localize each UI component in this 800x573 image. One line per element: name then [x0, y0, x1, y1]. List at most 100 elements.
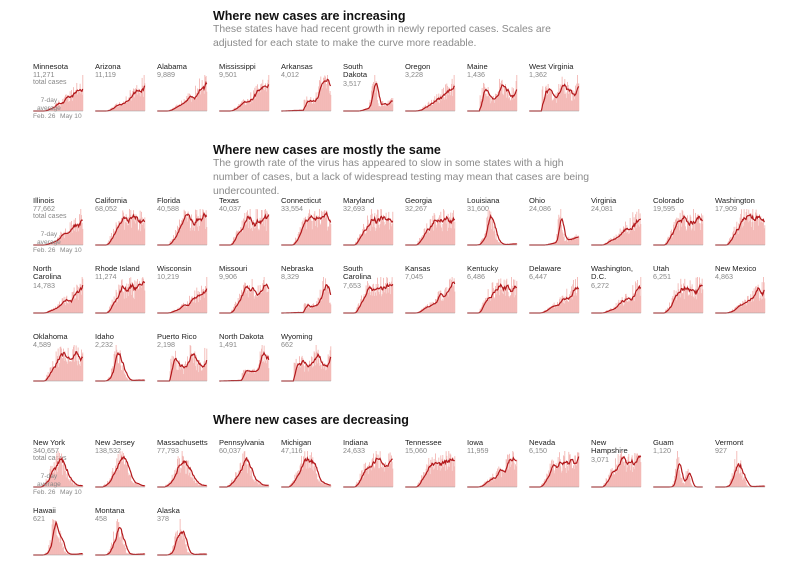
daily-bar [491, 229, 492, 245]
daily-bar [240, 294, 242, 313]
case-count: 14,783 [33, 280, 55, 290]
daily-bar [200, 215, 202, 245]
daily-bar [448, 227, 450, 245]
daily-bar [626, 459, 628, 487]
case-count: 458 [95, 514, 107, 524]
daily-bar [381, 217, 383, 245]
daily-bar [131, 481, 133, 487]
daily-bar [68, 357, 70, 381]
daily-bar [110, 478, 112, 487]
daily-bar [53, 106, 54, 111]
daily-bar [263, 361, 264, 381]
daily-bar [485, 298, 486, 313]
daily-bar [449, 91, 451, 111]
daily-bar [487, 479, 488, 487]
daily-bar [687, 471, 688, 487]
daily-bar [577, 75, 578, 111]
daily-bar [564, 303, 566, 313]
daily-bar [67, 231, 69, 245]
daily-bar [325, 370, 326, 381]
daily-bar [128, 224, 130, 245]
case-count: 340,657 [33, 446, 59, 456]
daily-bar [316, 351, 318, 381]
daily-bar [499, 86, 501, 111]
daily-bar [243, 466, 244, 487]
case-count: 11,119 [95, 70, 116, 80]
daily-bar [173, 359, 175, 381]
daily-bar [79, 83, 81, 111]
daily-bar [181, 468, 182, 487]
daily-bar [187, 360, 189, 381]
daily-bar [191, 472, 193, 487]
daily-bar [510, 99, 512, 111]
daily-bar [495, 234, 497, 245]
daily-bar [144, 553, 146, 555]
daily-bar [640, 224, 642, 245]
daily-bar [302, 220, 304, 245]
case-count: 6,150 [529, 446, 547, 456]
daily-bar [61, 102, 62, 111]
daily-bar [265, 485, 267, 487]
daily-bar [59, 304, 61, 313]
daily-bar [367, 283, 369, 313]
daily-bar [501, 244, 503, 245]
daily-bar [451, 78, 453, 111]
daily-bar [696, 216, 698, 245]
daily-bar [493, 480, 495, 487]
daily-bar [554, 94, 556, 111]
daily-bar [452, 285, 454, 313]
x-axis-end-label: May 10 [60, 113, 82, 120]
daily-bar [616, 464, 618, 487]
daily-bar [245, 369, 246, 381]
daily-bar [451, 228, 452, 245]
daily-bar [635, 214, 636, 245]
daily-bar [75, 90, 77, 111]
daily-bar [181, 539, 183, 555]
daily-bar [356, 481, 358, 487]
daily-bar [451, 280, 452, 313]
daily-bar [364, 229, 366, 245]
daily-bar [328, 226, 330, 245]
daily-bar [763, 277, 764, 313]
daily-bar [126, 553, 128, 555]
case-count: 11,959 [467, 446, 489, 456]
daily-bar [307, 221, 308, 245]
daily-bar [255, 98, 256, 111]
daily-bar [233, 479, 235, 487]
daily-bar [488, 481, 490, 487]
daily-bar [69, 91, 71, 111]
daily-bar [311, 357, 313, 381]
daily-bar [391, 455, 392, 487]
state-name: Delaware [529, 264, 562, 273]
daily-bar [557, 457, 559, 487]
daily-bar [435, 101, 436, 111]
daily-bar [298, 366, 300, 381]
daily-bar [500, 469, 502, 487]
daily-bar [62, 298, 64, 313]
daily-bar [59, 104, 60, 111]
daily-bar [134, 280, 136, 313]
daily-bar [123, 452, 124, 487]
daily-bar [374, 468, 376, 487]
daily-bar [391, 98, 392, 111]
daily-bar [442, 455, 444, 487]
daily-bar [494, 102, 496, 111]
daily-bar [201, 370, 203, 381]
daily-bar [434, 96, 436, 111]
daily-bar [63, 463, 65, 487]
daily-bar [388, 211, 390, 245]
daily-bar [252, 230, 254, 245]
daily-bar [428, 101, 430, 111]
daily-bar [73, 91, 75, 111]
daily-bar [245, 105, 246, 111]
daily-bar [497, 283, 498, 313]
daily-bar [417, 240, 419, 245]
daily-bar [753, 301, 754, 313]
case-count: 3,071 [591, 454, 609, 464]
state-name: Michigan [281, 438, 312, 447]
daily-bar [72, 100, 74, 111]
daily-bar [265, 209, 266, 245]
daily-bar [513, 452, 514, 487]
daily-bar [513, 462, 515, 487]
daily-bar [203, 212, 205, 245]
